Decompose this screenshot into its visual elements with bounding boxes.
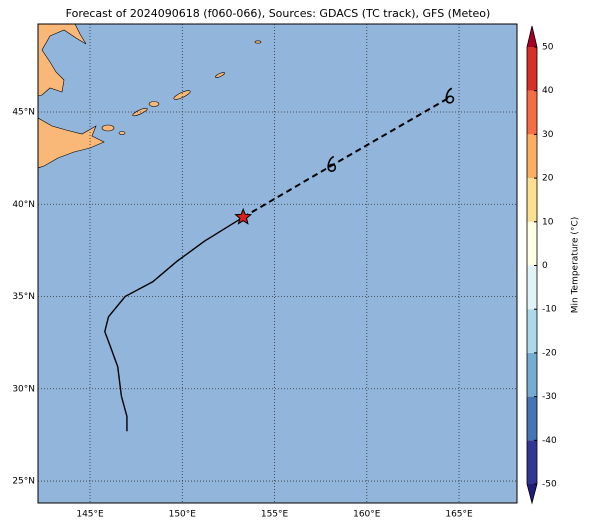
colorbar-band xyxy=(527,221,537,266)
colorbar-tick-label: -40 xyxy=(542,436,557,446)
x-tick-label: 165°E xyxy=(445,510,473,520)
colorbar-band xyxy=(527,309,537,353)
colorbar-tick-label: 30 xyxy=(542,130,554,140)
colorbar-under xyxy=(527,484,537,503)
land xyxy=(38,117,105,169)
ocean xyxy=(38,24,517,503)
colorbar-band xyxy=(527,352,537,397)
colorbar-tick-label: 40 xyxy=(542,86,554,96)
colorbar-band xyxy=(527,134,537,179)
x-tick-label: 155°E xyxy=(261,510,289,520)
y-tick-label: 35°N xyxy=(12,292,35,302)
y-tick-label: 45°N xyxy=(12,108,35,118)
chart-title: Forecast of 2024090618 (f060-066), Sourc… xyxy=(66,7,491,20)
colorbar-band xyxy=(527,178,537,222)
colorbar-label: Min Temperature (°C) xyxy=(571,217,581,314)
map-area xyxy=(38,24,517,503)
land xyxy=(38,24,87,97)
colorbar-tick-label: 10 xyxy=(542,217,554,227)
colorbar-tick-label: -10 xyxy=(542,305,557,315)
colorbar-band xyxy=(527,90,537,135)
islands xyxy=(101,40,262,135)
colorbar-tick-label: -50 xyxy=(542,480,557,490)
colorbar-band xyxy=(527,265,537,310)
forecast-line xyxy=(242,96,451,219)
current-position-star xyxy=(234,207,253,225)
colorbar-tick-label: 20 xyxy=(542,174,554,184)
cyclone-symbol xyxy=(327,155,337,172)
colorbar-band xyxy=(527,440,537,484)
colorbar-tick-label: 0 xyxy=(542,261,548,271)
colorbar-tick-label: -30 xyxy=(542,392,557,402)
y-tick-label: 40°N xyxy=(12,200,35,210)
colorbar-tick-label: -20 xyxy=(542,348,557,358)
colorbar-tick-label: 50 xyxy=(542,43,554,53)
map-frame xyxy=(37,23,518,504)
y-tick-label: 30°N xyxy=(12,384,35,394)
colorbar-band xyxy=(527,396,537,441)
track-line xyxy=(104,216,244,432)
x-tick-label: 145°E xyxy=(76,510,104,520)
x-tick-label: 150°E xyxy=(169,510,197,520)
y-tick-label: 25°N xyxy=(12,477,35,487)
cyclone-symbol xyxy=(445,87,455,104)
colorbar-band xyxy=(527,47,537,91)
colorbar-over xyxy=(527,26,537,47)
x-tick-label: 160°E xyxy=(353,510,381,520)
